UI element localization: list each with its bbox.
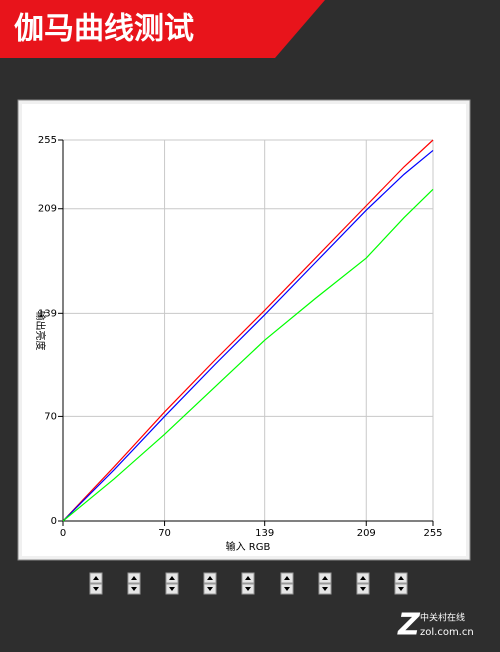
x-axis-label: 输入 RGB xyxy=(226,540,271,553)
series-line xyxy=(62,188,434,522)
watermark-name: 中关村在线 xyxy=(420,612,465,624)
y-tick-label: 209 xyxy=(38,204,57,215)
spin-down-arrow xyxy=(169,587,175,591)
spin-up-arrow xyxy=(245,576,251,580)
spin-down-arrow xyxy=(245,587,251,591)
spin-down-arrow xyxy=(398,587,404,591)
x-tick-label: 139 xyxy=(255,528,274,539)
banner xyxy=(0,0,325,58)
series-line xyxy=(62,139,434,522)
y-tick-label: 0 xyxy=(51,516,57,527)
x-tick-label: 70 xyxy=(158,528,171,539)
series-line xyxy=(62,149,434,522)
y-axis-label: 输出亮度 xyxy=(34,311,47,351)
spin-up-arrow xyxy=(360,576,366,580)
spin-up-arrow xyxy=(322,576,328,580)
banner-title: 伽马曲线测试 xyxy=(14,12,194,47)
plot: 0 70 139 209 255 0 70 139 209 255 输入 RGB 输出亮度 xyxy=(34,135,443,553)
spinners xyxy=(89,572,408,595)
y-tick-label: 255 xyxy=(38,135,57,146)
spin-down-arrow xyxy=(131,587,137,591)
x-tick-label: 0 xyxy=(60,528,66,539)
x-tick-label: 209 xyxy=(357,528,376,539)
watermark-url: zol.com.cn xyxy=(420,627,474,638)
spin-down-arrow xyxy=(207,587,213,591)
spin-up-arrow xyxy=(207,576,213,580)
watermark-logo: Z xyxy=(397,608,421,643)
x-tick-label: 255 xyxy=(423,528,442,539)
spin-down-arrow xyxy=(360,587,366,591)
spin-down-arrow xyxy=(322,587,328,591)
spin-down-arrow xyxy=(284,587,290,591)
y-tick-label: 139 xyxy=(38,308,57,319)
spin-up-arrow xyxy=(169,576,175,580)
spin-up-arrow xyxy=(398,576,404,580)
spin-up-arrow xyxy=(284,576,290,580)
y-tick-label: 70 xyxy=(44,411,57,422)
spin-up-arrow xyxy=(93,576,99,580)
spin-down-arrow xyxy=(93,587,99,591)
spin-up-arrow xyxy=(131,576,137,580)
